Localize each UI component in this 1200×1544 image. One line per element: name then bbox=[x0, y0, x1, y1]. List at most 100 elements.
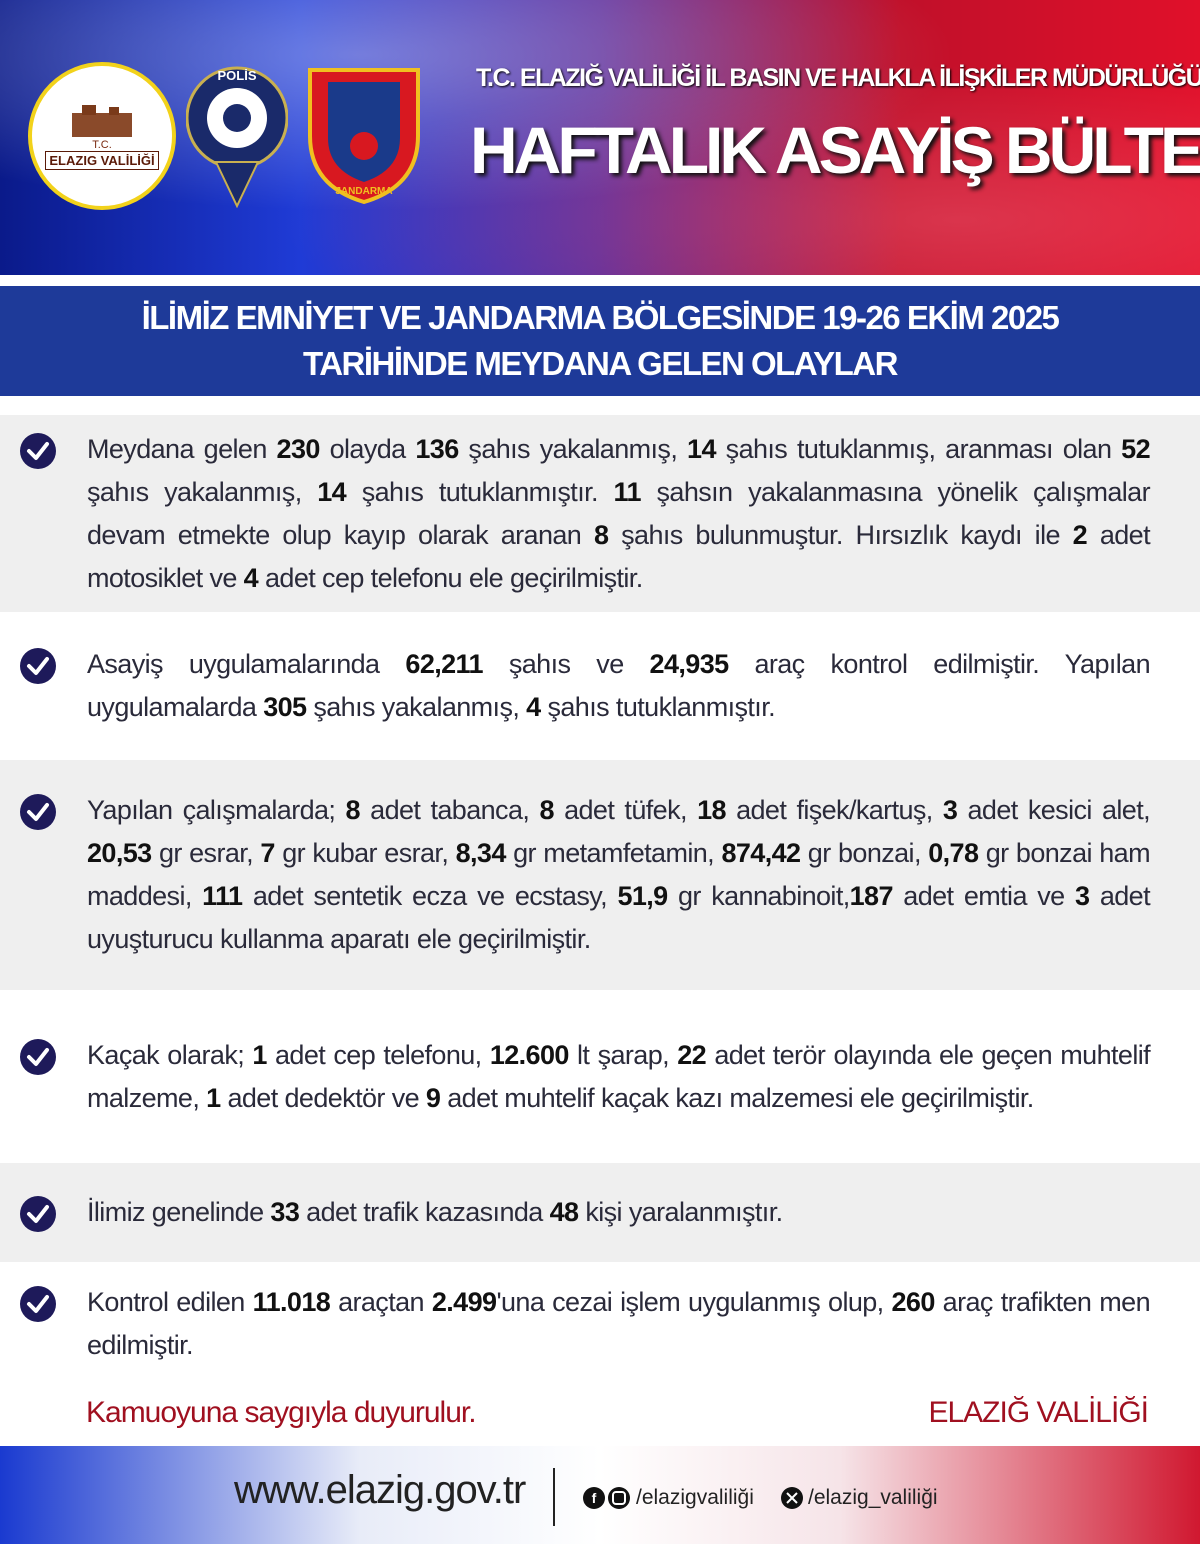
x-icon bbox=[781, 1487, 803, 1509]
text-run: adet motosiklet ve bbox=[87, 519, 1151, 593]
item-text: Kaçak olarak; 1 adet cep telefonu, 12.60… bbox=[87, 1034, 1151, 1120]
highlight-number: 230 bbox=[276, 433, 321, 464]
check-icon bbox=[20, 1038, 56, 1075]
highlight-number: 22 bbox=[677, 1039, 707, 1070]
highlight-number: 14 bbox=[687, 433, 716, 464]
check-icon bbox=[20, 794, 56, 830]
item-row: İlimiz genelinde 33 adet trafik kazasınd… bbox=[0, 1163, 1200, 1262]
item-text: Yapılan çalışmalarda; 8 adet tabanca, 8 … bbox=[87, 789, 1151, 961]
highlight-number: 33 bbox=[270, 1197, 300, 1227]
highlight-number: 8 bbox=[345, 795, 361, 825]
social-handle: /elazigvaliliği bbox=[636, 1486, 754, 1509]
text-run: kişi yaralanmıştır. bbox=[578, 1197, 783, 1227]
logo-text: ELAZIG VALİLİĞİ bbox=[45, 150, 159, 170]
highlight-number: 0,78 bbox=[928, 838, 979, 868]
highlight-number: 51,9 bbox=[617, 881, 668, 911]
text-run: gr esrar, bbox=[151, 838, 261, 868]
text-run: şahıs yakalanmış, bbox=[87, 476, 318, 507]
text-run: adet sentetik ecza ve ecstasy, bbox=[242, 881, 618, 911]
text-run: gr kannabinoit, bbox=[667, 881, 850, 911]
text-run: Kaçak olarak; bbox=[87, 1039, 253, 1070]
highlight-number: 2.499 bbox=[431, 1286, 497, 1317]
text-run: Yapılan çalışmalarda; bbox=[87, 795, 346, 825]
text-run: adet cep telefonu, bbox=[266, 1039, 490, 1070]
social-icons: f bbox=[583, 1487, 630, 1509]
text-run: adet emtia ve bbox=[892, 881, 1075, 911]
closing-signature: ELAZIĞ VALİLİĞİ bbox=[928, 1396, 1149, 1429]
highlight-number: 874,42 bbox=[721, 838, 801, 868]
highlight-number: 305 bbox=[263, 692, 307, 722]
banner-line: İLİMİZ EMNİYET VE JANDARMA BÖLGESİNDE 19… bbox=[141, 299, 1060, 336]
highlight-number: 62,211 bbox=[405, 649, 483, 679]
item-text: Meydana gelen 230 olayda 136 şahıs yakal… bbox=[87, 428, 1151, 600]
check-icon bbox=[20, 1285, 56, 1322]
item-row: Meydana gelen 230 olayda 136 şahıs yakal… bbox=[0, 415, 1200, 612]
highlight-number: 14 bbox=[317, 476, 347, 507]
text-run: 'una cezai işlem uygulanmış olup, bbox=[496, 1286, 892, 1317]
text-run: araçtan bbox=[330, 1286, 432, 1317]
check-icon bbox=[20, 1196, 56, 1232]
highlight-number: 4 bbox=[243, 562, 259, 593]
highlight-number: 187 bbox=[849, 881, 894, 911]
highlight-number: 18 bbox=[697, 795, 726, 825]
item-row: Yapılan çalışmalarda; 8 adet tabanca, 8 … bbox=[0, 760, 1200, 990]
item-row: Kaçak olarak; 1 adet cep telefonu, 12.60… bbox=[0, 990, 1200, 1163]
jandarma-text: JANDARMA bbox=[335, 186, 392, 197]
valilik-logo: T.C. ELAZIG VALİLİĞİ bbox=[28, 62, 176, 210]
highlight-number: 7 bbox=[260, 838, 275, 868]
highlight-number: 20,53 bbox=[87, 838, 152, 868]
item-text: İlimiz genelinde 33 adet trafik kazasınd… bbox=[87, 1191, 1150, 1234]
logo-small-text: T.C. bbox=[92, 138, 112, 151]
closing-note: Kamuoyuna saygıyla duyurulur. bbox=[86, 1396, 477, 1429]
svg-text:f: f bbox=[592, 1490, 597, 1506]
highlight-number: 8 bbox=[539, 795, 554, 825]
social-x: /elazig_valiliği bbox=[780, 1486, 938, 1510]
text-run: adet trafik kazasında bbox=[299, 1197, 550, 1227]
social-handle: /elazig_valiliği bbox=[808, 1486, 938, 1509]
highlight-number: 136 bbox=[415, 433, 459, 464]
text-run: araç trafikten men edilmiştir. bbox=[87, 1286, 1151, 1360]
text-run: Asayiş uygulamalarında bbox=[87, 649, 406, 679]
polis-logo: POLİS bbox=[186, 66, 288, 208]
text-run: gr metamfetamin, bbox=[505, 838, 722, 868]
text-run: şahıs bulunmuştur. Hırsızlık kaydı ile bbox=[608, 519, 1073, 550]
social-facebook-instagram: f /elazigvaliliği bbox=[582, 1486, 754, 1510]
text-run: şahıs ve bbox=[482, 649, 650, 679]
banner-line: TARİHİNDE MEYDANA GELEN OLAYLAR bbox=[303, 345, 898, 382]
text-run: lt şarap, bbox=[568, 1039, 678, 1070]
highlight-number: 111 bbox=[202, 881, 243, 911]
text-run: olayda bbox=[319, 433, 416, 464]
castle-icon bbox=[72, 104, 132, 137]
text-run: şahıs tutuklanmıştır. bbox=[346, 476, 614, 507]
jandarma-logo: JANDARMA bbox=[308, 68, 420, 204]
text-run: adet dedektör ve bbox=[220, 1082, 426, 1113]
highlight-number: 8 bbox=[593, 519, 609, 550]
header: T.C. ELAZIG VALİLİĞİ POLİS JANDARMA T.C.… bbox=[0, 0, 1200, 275]
text-run: İlimiz genelinde bbox=[87, 1197, 271, 1227]
text-run: Meydana gelen bbox=[87, 433, 277, 464]
header-subtitle: T.C. ELAZIĞ VALİLİĞİ İL BASIN VE HALKLA … bbox=[476, 64, 1200, 92]
item-row: Asayiş uygulamalarında 62,211 şahıs ve 2… bbox=[0, 612, 1200, 760]
website: www.elazig.gov.tr bbox=[234, 1468, 526, 1512]
text-run: şahıs tutuklanmıştır. bbox=[540, 692, 775, 722]
highlight-number: 260 bbox=[891, 1286, 936, 1317]
text-run: adet fişek/kartuş, bbox=[725, 795, 943, 825]
text-run: adet cep telefonu ele geçirilmiştir. bbox=[258, 562, 643, 593]
text-run: araç kontrol edilmiştir. Yapılan uygulam… bbox=[87, 649, 1151, 722]
highlight-number: 8,34 bbox=[455, 838, 507, 868]
text-run: Kontrol edilen bbox=[87, 1286, 253, 1317]
text-run: şahsın yakalanmasına yönelik çalışmalar … bbox=[87, 476, 1151, 550]
highlight-number: 4 bbox=[526, 692, 541, 722]
highlight-number: 3 bbox=[942, 795, 958, 825]
highlight-number: 1 bbox=[206, 1082, 221, 1113]
highlight-number: 3 bbox=[1075, 881, 1090, 911]
check-icon bbox=[20, 648, 56, 684]
polis-text: POLİS bbox=[217, 68, 256, 83]
divider bbox=[553, 1468, 555, 1526]
text-run: adet uyuşturucu kullanma aparatı ele geç… bbox=[87, 881, 1151, 954]
text-run: gr bonzai, bbox=[800, 838, 929, 868]
item-text: Kontrol edilen 11.018 araçtan 2.499'una … bbox=[87, 1281, 1151, 1367]
highlight-number: 11 bbox=[613, 476, 642, 507]
item-text: Asayiş uygulamalarında 62,211 şahıs ve 2… bbox=[87, 643, 1151, 729]
